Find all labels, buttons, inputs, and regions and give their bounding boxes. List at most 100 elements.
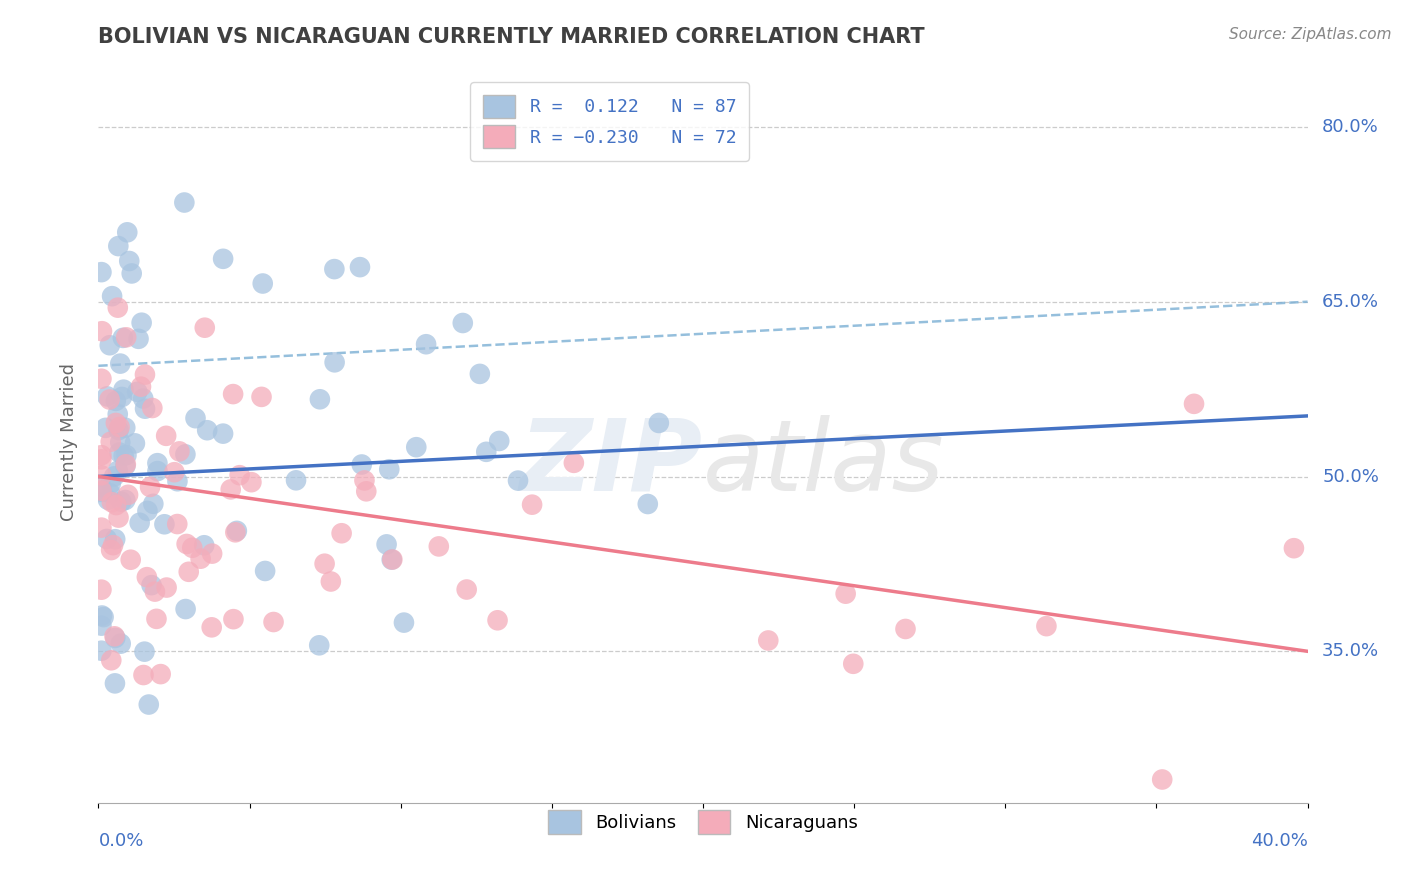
Point — [108, 445, 131, 459]
Point — [349, 260, 371, 274]
Point — [381, 552, 404, 566]
Point — [90, 480, 112, 494]
Point — [468, 367, 491, 381]
Point — [1182, 397, 1205, 411]
Point — [139, 480, 162, 494]
Point — [107, 510, 129, 524]
Point — [195, 423, 218, 437]
Point — [98, 338, 121, 352]
Point — [308, 638, 330, 652]
Point — [135, 570, 157, 584]
Text: ZIP: ZIP — [520, 415, 703, 512]
Point — [104, 533, 127, 547]
Point — [163, 465, 186, 479]
Point — [252, 277, 274, 291]
Point — [1152, 772, 1174, 787]
Point — [240, 475, 263, 490]
Point — [94, 421, 117, 435]
Point — [90, 582, 112, 597]
Point — [128, 516, 150, 530]
Point — [323, 262, 346, 277]
Y-axis label: Currently Married: Currently Married — [59, 362, 77, 521]
Text: atlas: atlas — [703, 415, 945, 512]
Point — [114, 493, 136, 508]
Point — [250, 390, 273, 404]
Point — [117, 225, 139, 239]
Point — [107, 239, 129, 253]
Point — [100, 434, 122, 449]
Point — [353, 474, 375, 488]
Point — [90, 643, 112, 657]
Point — [90, 608, 112, 623]
Text: 50.0%: 50.0% — [1322, 467, 1379, 485]
Point — [141, 401, 163, 415]
Point — [375, 537, 398, 551]
Point — [96, 389, 118, 403]
Point — [131, 316, 153, 330]
Point — [263, 615, 285, 629]
Point — [90, 448, 112, 462]
Point — [107, 407, 129, 421]
Point — [174, 447, 197, 461]
Point — [506, 474, 529, 488]
Point — [128, 332, 150, 346]
Point — [90, 372, 112, 386]
Point — [166, 475, 188, 489]
Point — [118, 254, 141, 268]
Point — [91, 324, 114, 338]
Point — [127, 384, 149, 399]
Point — [381, 552, 404, 566]
Point — [323, 355, 346, 369]
Point — [136, 504, 159, 518]
Point — [201, 620, 224, 634]
Point — [176, 537, 198, 551]
Point — [108, 420, 131, 434]
Point — [224, 525, 246, 540]
Point — [98, 392, 121, 407]
Point — [134, 368, 156, 382]
Point — [219, 483, 242, 497]
Point — [456, 582, 478, 597]
Point — [104, 676, 127, 690]
Text: 80.0%: 80.0% — [1322, 118, 1379, 136]
Point — [90, 483, 112, 498]
Point — [107, 423, 129, 437]
Point — [145, 612, 167, 626]
Point — [98, 486, 121, 500]
Point — [212, 252, 235, 266]
Point — [562, 456, 585, 470]
Text: 40.0%: 40.0% — [1251, 832, 1308, 850]
Point — [285, 473, 308, 487]
Point — [486, 613, 509, 627]
Point — [114, 458, 136, 473]
Point — [138, 698, 160, 712]
Point — [314, 557, 336, 571]
Point — [169, 444, 191, 458]
Point — [356, 484, 378, 499]
Point — [100, 653, 122, 667]
Text: 65.0%: 65.0% — [1322, 293, 1379, 310]
Point — [146, 464, 169, 478]
Point — [96, 532, 118, 546]
Point — [107, 301, 129, 315]
Point — [228, 468, 250, 483]
Point — [101, 538, 124, 552]
Point — [201, 547, 224, 561]
Point — [117, 488, 139, 502]
Point — [475, 445, 498, 459]
Point — [637, 497, 659, 511]
Point — [177, 565, 200, 579]
Point — [222, 387, 245, 401]
Point — [834, 587, 856, 601]
Point — [90, 265, 112, 279]
Point — [155, 429, 177, 443]
Point — [110, 494, 132, 508]
Point — [105, 498, 128, 512]
Legend: Bolivians, Nicaraguans: Bolivians, Nicaraguans — [537, 799, 869, 845]
Point — [90, 484, 112, 499]
Point — [112, 449, 135, 463]
Point — [132, 392, 155, 406]
Point — [166, 516, 188, 531]
Point — [107, 464, 129, 478]
Point — [110, 637, 132, 651]
